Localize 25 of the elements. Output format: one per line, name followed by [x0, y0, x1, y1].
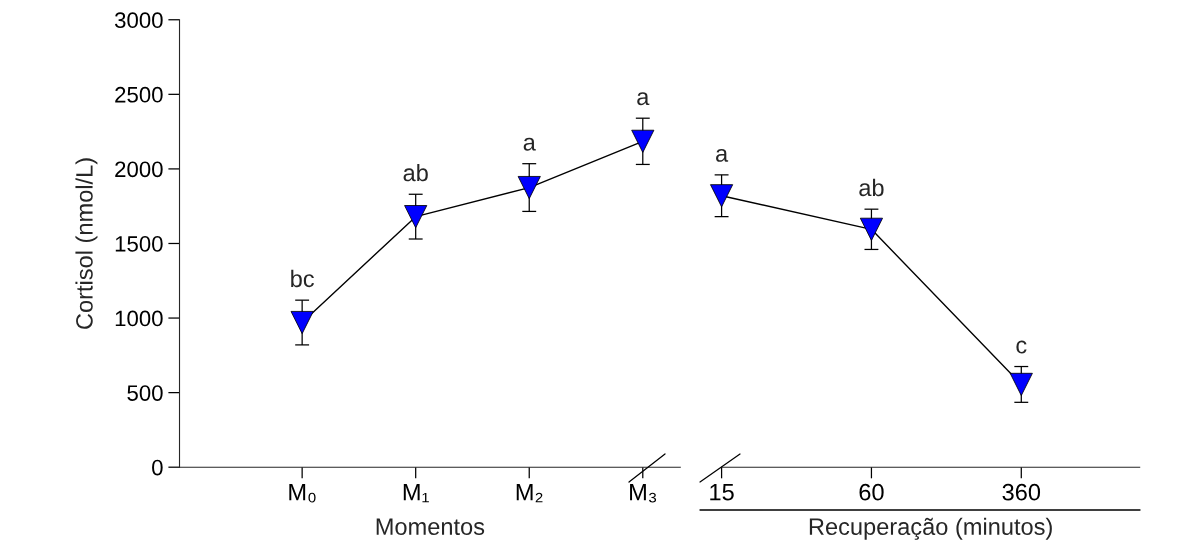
y-tick-label: 1500: [115, 236, 163, 252]
x-tick-label: 60: [859, 483, 884, 501]
annotation: bc: [291, 269, 314, 288]
x-tick-label: M₁: [403, 484, 429, 503]
x-axis-title: Momentos: [376, 518, 485, 536]
annotation: a: [637, 92, 650, 106]
x-tick-label: M₃: [630, 484, 657, 503]
y-tick-label: 1000: [115, 310, 163, 327]
point: [290, 311, 314, 335]
x-tick-label: M₀: [289, 484, 316, 503]
x-tick-label: 360: [1002, 483, 1041, 501]
annotation: a: [716, 148, 729, 162]
x-tick-label: 15: [710, 484, 734, 501]
x-axis-title: Recuperação (minutos): [809, 517, 1052, 540]
y-tick-label: 0: [152, 459, 163, 476]
y-tick-label: 3000: [114, 12, 163, 29]
y-tick-label: 500: [127, 385, 163, 401]
annotation: c: [1016, 340, 1027, 354]
y-tick-label: 2500: [115, 86, 163, 103]
y-tick-label: 2000: [115, 161, 163, 178]
x-tick-label: M₂: [516, 484, 543, 503]
annotation: ab: [859, 178, 884, 197]
annotation: a: [523, 137, 536, 151]
y-axis-title: Cortisol (nmol/L): [75, 158, 98, 329]
annotation: ab: [403, 163, 428, 182]
